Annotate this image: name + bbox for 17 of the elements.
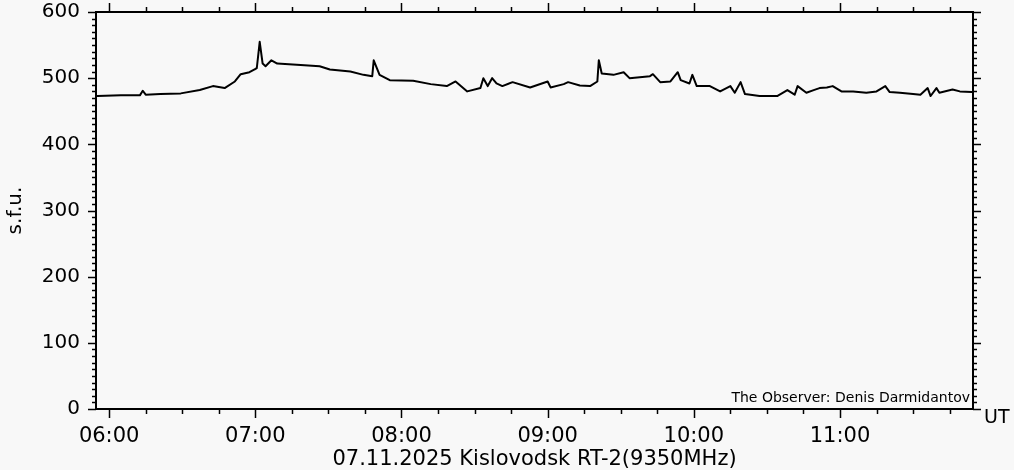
y-tick-label: 600 xyxy=(41,0,80,23)
y-tick-label: 100 xyxy=(41,329,80,354)
x-axis-title: UT xyxy=(984,404,1010,427)
y-tick-label: 200 xyxy=(41,262,80,287)
x-tick-label: 07:00 xyxy=(225,423,286,448)
x-tick-label: 11:00 xyxy=(809,423,871,448)
y-tick-label: 300 xyxy=(41,196,80,221)
annotation: The Observer: Denis Darmidantov xyxy=(730,388,970,405)
y-tick-label: 500 xyxy=(41,64,80,89)
x-tick-label: 10:00 xyxy=(663,423,725,448)
y-axis-title: s.f.u. xyxy=(2,186,27,235)
text: 07.11.2025 Kislovodsk RT-2(9350MHz) xyxy=(332,445,737,470)
y-tick-label: 400 xyxy=(41,130,80,155)
x-tick-label: 09:00 xyxy=(517,423,578,448)
x-tick-label: 06:00 xyxy=(78,423,140,448)
y-tick-label: 0 xyxy=(67,395,80,420)
x-tick-label: 08:00 xyxy=(371,423,432,448)
